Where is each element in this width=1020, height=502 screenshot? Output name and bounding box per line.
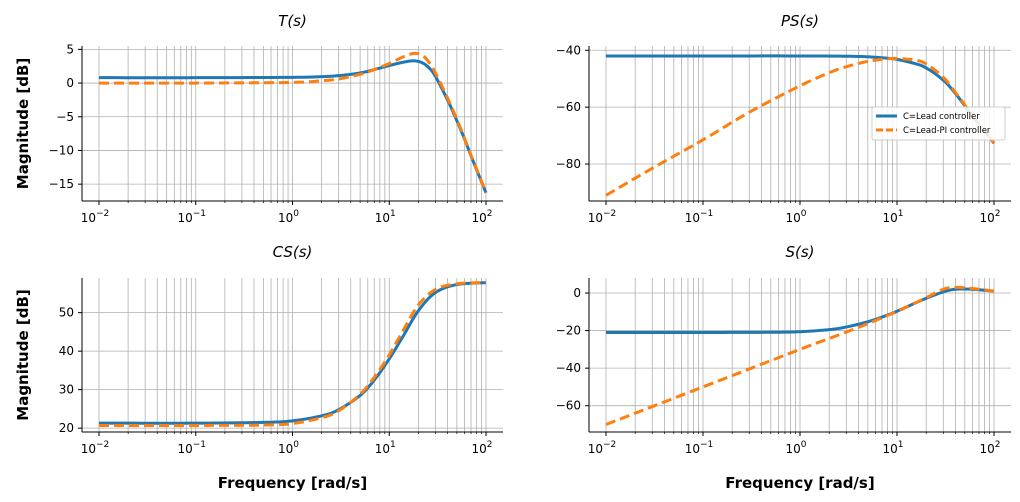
x-tick-label: 10−2 <box>588 209 617 225</box>
y-tick-label: 30 <box>59 383 74 397</box>
grid <box>82 46 503 201</box>
y-tick-label: 20 <box>59 421 74 435</box>
y-tick-label: 40 <box>59 344 74 358</box>
grid <box>589 278 1011 432</box>
x-tick-label: 10−2 <box>588 440 617 456</box>
x-tick-label: 102 <box>471 440 492 456</box>
y-tick-label: −60 <box>556 399 581 413</box>
series-lead-line <box>606 287 995 334</box>
x-tick-label: 101 <box>375 440 396 456</box>
x-tick-label: 10−1 <box>177 440 206 456</box>
x-tick-label: 10−2 <box>81 209 110 225</box>
series-group <box>98 281 487 427</box>
x-tick-label: 10−1 <box>177 209 206 225</box>
y-tick-label: −60 <box>556 100 581 114</box>
y-tick-label: −40 <box>556 361 581 375</box>
grid <box>82 278 503 432</box>
x-tick-label: 102 <box>471 209 492 225</box>
subplot-t: 5 0 −5 −10 −15 10−2 10−1 100 101 102 T(s) Magnitude… <box>14 12 503 225</box>
y-tick-label: 0 <box>573 286 581 300</box>
subplot-ps: −40 −60 −80 10−2 10−1 100 101 102 PS(s) C=Lead co… <box>556 12 1011 225</box>
x-tick-label: 100 <box>785 440 806 456</box>
legend: C=Lead controller C=Lead-PI controller <box>871 106 1006 141</box>
x-tick-label: 100 <box>278 440 299 456</box>
y-axis-label: Magnitude [dB] <box>14 289 32 420</box>
y-tick-label: −80 <box>556 157 581 171</box>
subplot-cs: 50 40 30 20 10−2 10−1 100 101 102 CS(s) Magnitude … <box>14 243 503 492</box>
subplot-title: PS(s) <box>781 12 819 30</box>
y-tick-label: 50 <box>59 306 74 320</box>
subplot-title: T(s) <box>278 12 307 30</box>
x-tick-label: 10−2 <box>81 440 110 456</box>
series-lead-pi-line <box>98 281 487 427</box>
x-tick-label: 100 <box>785 209 806 225</box>
subplot-title: S(s) <box>785 243 814 261</box>
y-tick-label: 5 <box>66 42 74 56</box>
series-lead-pi-line <box>99 51 488 194</box>
series-group <box>605 285 995 426</box>
y-tick-label: −15 <box>49 177 74 191</box>
y-tick-label: 0 <box>66 76 74 90</box>
subplot-title: CS(s) <box>273 243 313 261</box>
x-axis-label: Frequency [rad/s] <box>218 474 367 492</box>
y-tick-label: −5 <box>56 110 74 124</box>
series-group <box>99 51 488 194</box>
x-tick-label: 10−1 <box>685 440 714 456</box>
y-tick-label: −10 <box>49 143 74 157</box>
x-tick-label: 10−1 <box>685 209 714 225</box>
series-lead-pi-line <box>605 285 995 426</box>
x-tick-label: 101 <box>882 209 903 225</box>
x-tick-label: 101 <box>882 440 903 456</box>
legend-label: C=Lead-PI controller <box>903 126 991 136</box>
x-tick-label: 102 <box>979 209 1000 225</box>
y-tick-label: −40 <box>556 43 581 57</box>
x-tick-label: 101 <box>375 209 396 225</box>
y-tick-label: −20 <box>556 324 581 338</box>
legend-box <box>871 106 1006 141</box>
legend-label: C=Lead controller <box>903 112 980 122</box>
x-tick-label: 102 <box>979 440 1000 456</box>
subplot-s: 0 −20 −40 −60 10−2 10−1 100 101 102 S(s) Frequency… <box>556 243 1011 492</box>
y-axis-label: Magnitude [dB] <box>14 58 32 189</box>
x-tick-label: 100 <box>278 209 299 225</box>
x-axis-label: Frequency [rad/s] <box>725 474 874 492</box>
